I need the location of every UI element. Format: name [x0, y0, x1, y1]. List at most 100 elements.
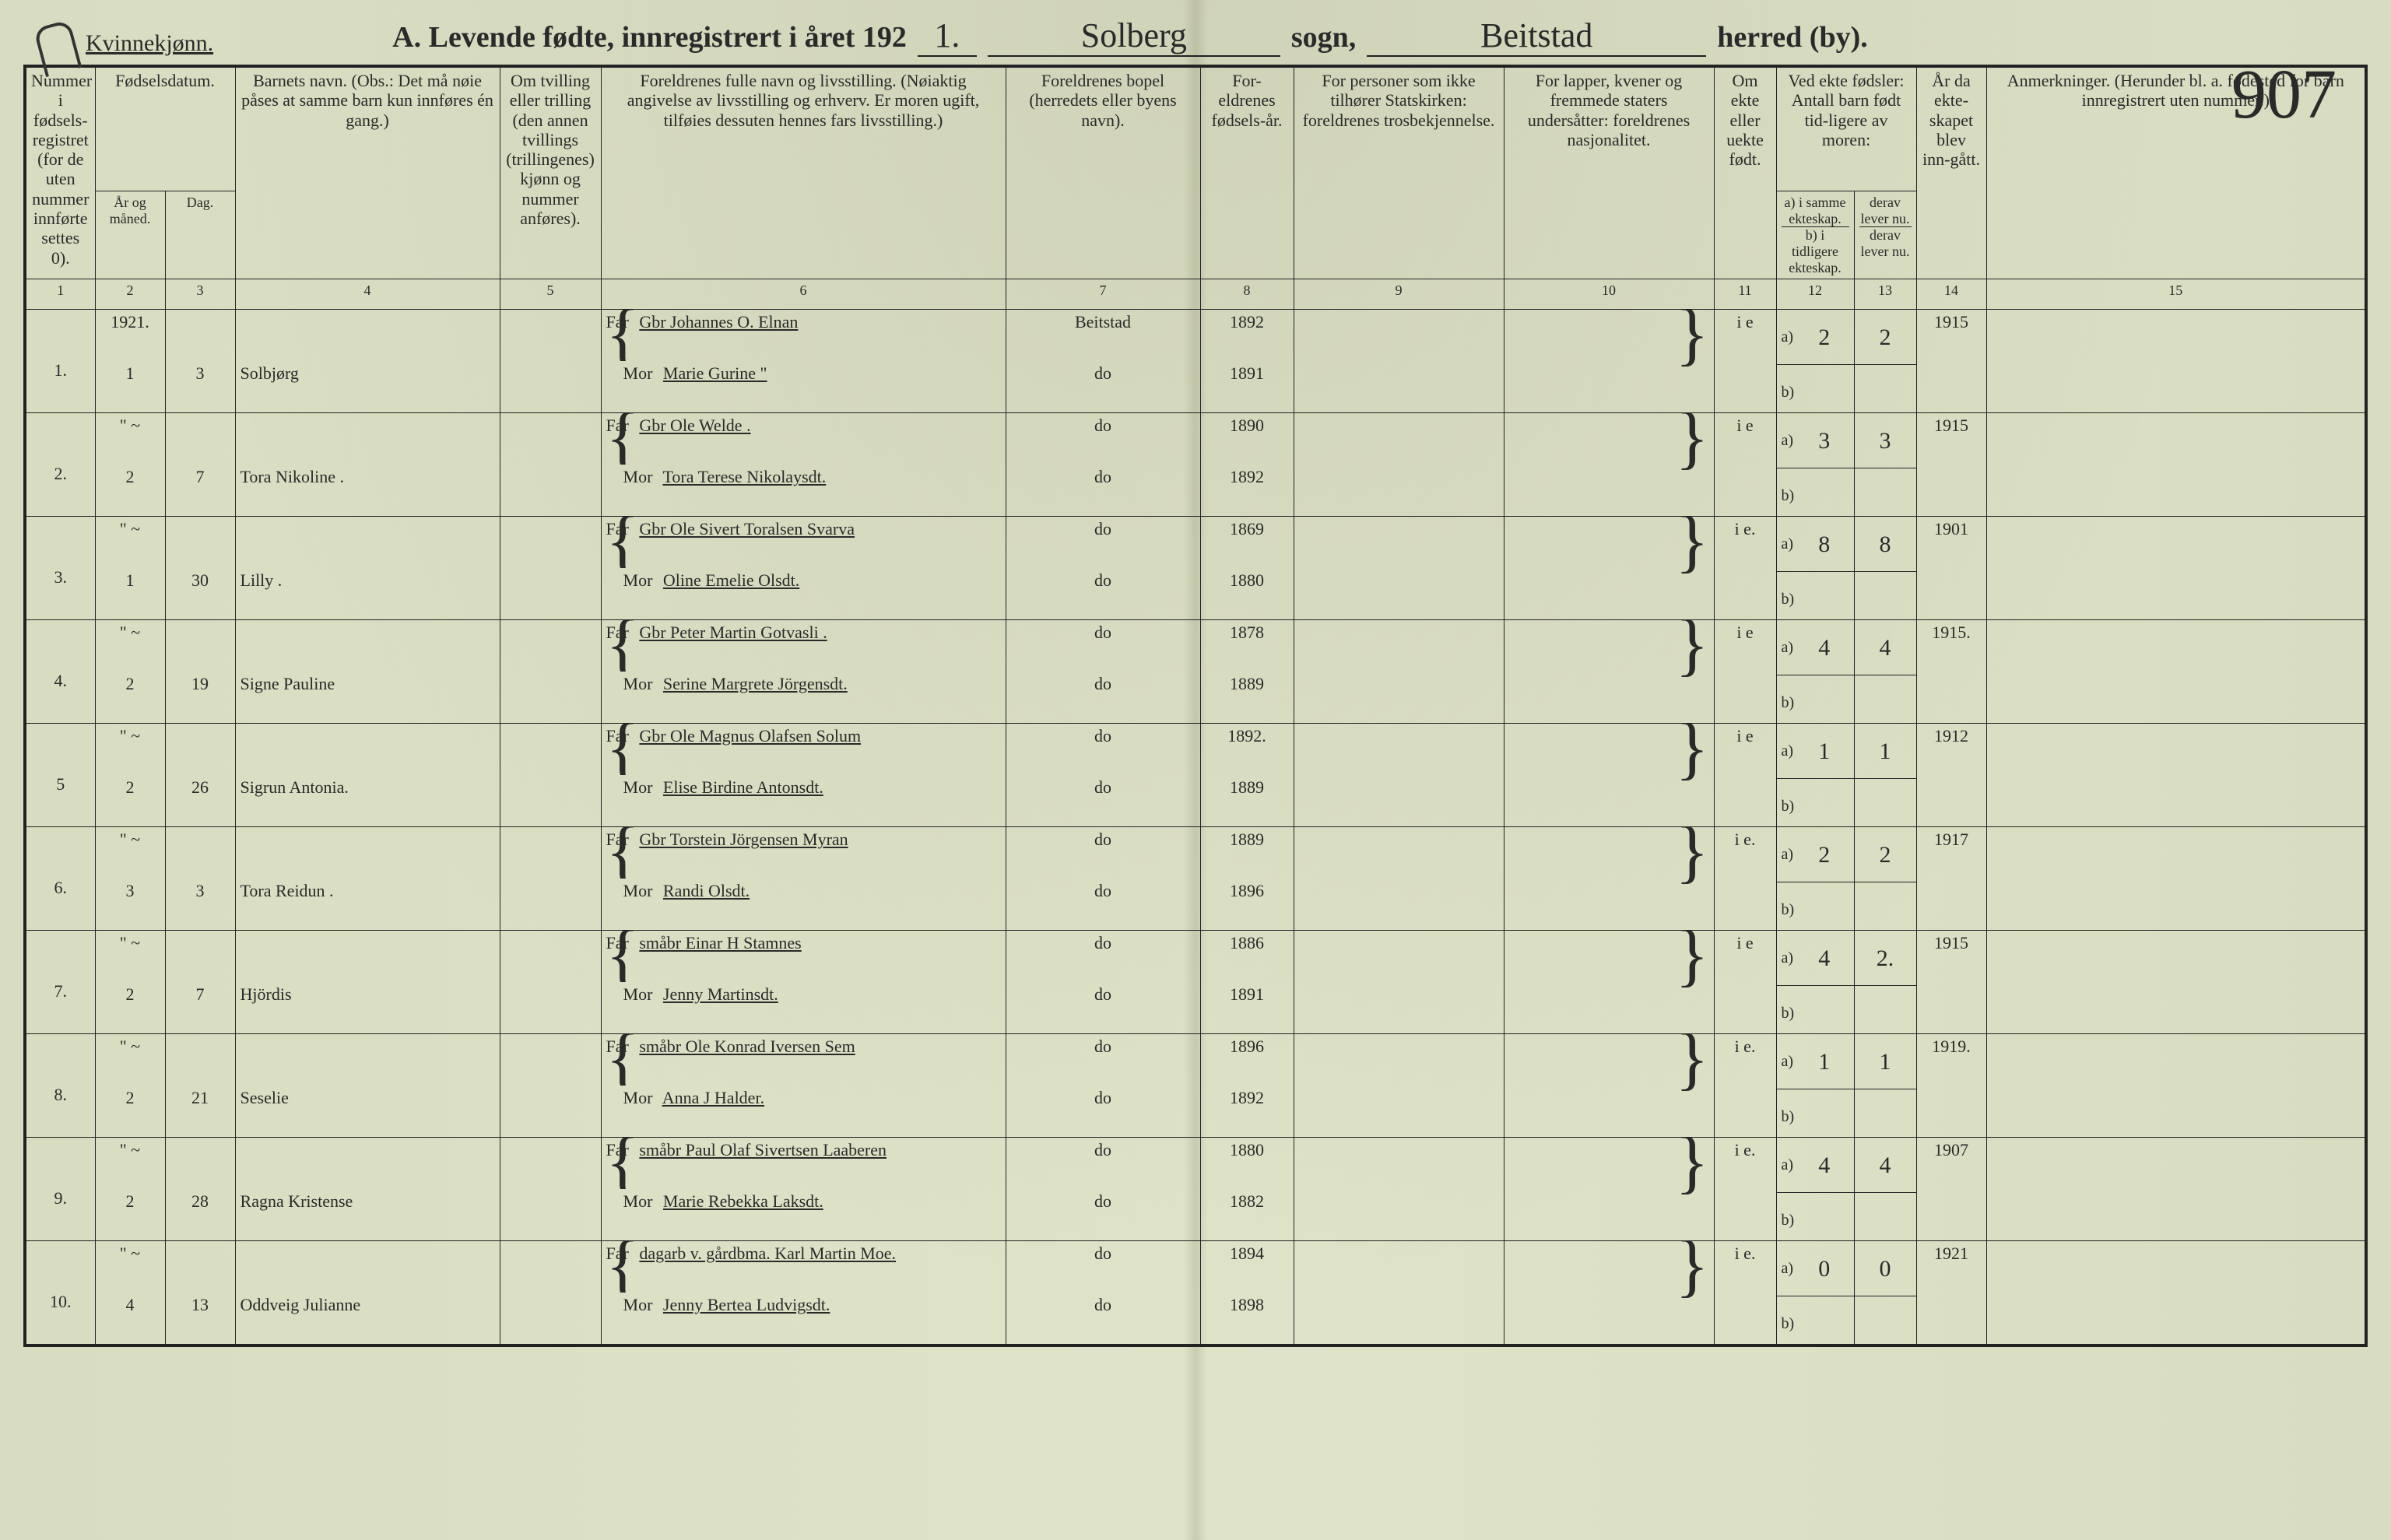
cell: 3	[165, 361, 235, 413]
cell: 1921	[1916, 1241, 1986, 1346]
cell: }	[1504, 1034, 1714, 1138]
cell: }	[1504, 413, 1714, 517]
col-fd: Fødselsdatum.	[95, 66, 235, 191]
col-10: For lapper, kvener og fremmede staters u…	[1504, 66, 1714, 279]
cell	[1986, 620, 2366, 724]
cell: a)0b)	[1776, 1241, 1854, 1346]
sogn-fill: Solberg	[988, 16, 1280, 57]
cell: Mor Jenny Martinsdt.	[601, 982, 1006, 1034]
cell: 7	[165, 465, 235, 517]
cell: 1	[1854, 1034, 1916, 1138]
sogn-label: sogn,	[1291, 20, 1356, 54]
cell	[1986, 517, 2366, 620]
cell	[1986, 1241, 2366, 1346]
cell: 3	[165, 879, 235, 931]
table-row: 4." ~{Far Gbr Peter Martin Gotvasli .do1…	[25, 620, 2366, 672]
cell: a)3b)	[1776, 413, 1854, 517]
cell: Signe Pauline	[235, 672, 500, 724]
cell: 8.	[25, 1034, 95, 1138]
cell: 2	[95, 672, 165, 724]
table-head: Nummer i fødsels-registret (for de uten …	[25, 66, 2366, 310]
cell: }	[1504, 310, 1714, 413]
cell: " ~	[95, 1138, 165, 1190]
cell: do	[1006, 361, 1200, 413]
cell: 1889	[1200, 775, 1294, 827]
cell	[235, 1034, 500, 1086]
cell: Mor Serine Margrete Jörgensdt.	[601, 672, 1006, 724]
cell	[1294, 413, 1504, 517]
cell: 1890	[1200, 413, 1294, 465]
cell	[235, 1241, 500, 1293]
cell: 1886	[1200, 931, 1294, 983]
cell: {Far småbr Ole Konrad Iversen Sem	[601, 1034, 1006, 1086]
cell: 1889	[1200, 672, 1294, 724]
cell	[1294, 1138, 1504, 1241]
cell	[235, 827, 500, 879]
cell: 1915	[1916, 931, 1986, 1034]
col-12a: a) i samme ekteskap. b) i tidligere ekte…	[1776, 191, 1854, 279]
cell: 1892	[1200, 465, 1294, 517]
hn-13: 13	[1854, 279, 1916, 310]
cell: {Far Gbr Ole Sivert Toralsen Svarva	[601, 517, 1006, 569]
cell: do	[1006, 931, 1200, 983]
hn-2: 2	[95, 279, 165, 310]
hn-7: 7	[1006, 279, 1200, 310]
cell	[1986, 413, 2366, 517]
cell	[235, 413, 500, 465]
cell: 30	[165, 568, 235, 620]
cell	[165, 413, 235, 465]
cell	[1294, 517, 1504, 620]
hn-3: 3	[165, 279, 235, 310]
cell: 2	[95, 1086, 165, 1138]
cell: i e.	[1714, 827, 1776, 931]
cell: 1896	[1200, 879, 1294, 931]
cell: 1869	[1200, 517, 1294, 569]
cell: i e.	[1714, 1241, 1776, 1346]
cell: " ~	[95, 1034, 165, 1086]
cell	[500, 931, 601, 1034]
cell: 26	[165, 775, 235, 827]
cell	[1986, 827, 2366, 931]
cell	[165, 827, 235, 879]
cell: 1915.	[1916, 620, 1986, 724]
gender-label: Kvinnekjønn.	[86, 30, 213, 57]
col-13: År da ekte-skapet blev inn-gått.	[1916, 66, 1986, 279]
hn-5: 5	[500, 279, 601, 310]
cell	[235, 517, 500, 569]
cell: Mor Marie Rebekka Laksdt.	[601, 1189, 1006, 1241]
cell: 1880	[1200, 568, 1294, 620]
cell: }	[1504, 931, 1714, 1034]
cell: do	[1006, 1189, 1200, 1241]
cell	[235, 620, 500, 672]
cell: 1894	[1200, 1241, 1294, 1293]
table-row: 9." ~{Far småbr Paul Olaf Sivertsen Laab…	[25, 1138, 2366, 1190]
cell	[1294, 1241, 1504, 1346]
cell: do	[1006, 517, 1200, 569]
cell: }	[1504, 517, 1714, 620]
cell: 9.	[25, 1138, 95, 1241]
cell: 10.	[25, 1241, 95, 1346]
cell: Mor Elise Birdine Antonsdt.	[601, 775, 1006, 827]
cell: 1912	[1916, 724, 1986, 827]
cell	[500, 1034, 601, 1138]
col-7: Foreldrenes bopel (herredets eller byens…	[1006, 66, 1200, 279]
cell: i e.	[1714, 517, 1776, 620]
cell: }	[1504, 1138, 1714, 1241]
cell: 1889	[1200, 827, 1294, 879]
cell	[1294, 827, 1504, 931]
cell: i e.	[1714, 1138, 1776, 1241]
table-row: 7." ~{Far småbr Einar H Stamnesdo1886}i …	[25, 931, 2366, 983]
hn-15: 15	[1986, 279, 2366, 310]
cell: Sigrun Antonia.	[235, 775, 500, 827]
cell: {Far småbr Einar H Stamnes	[601, 931, 1006, 983]
cell: " ~	[95, 931, 165, 983]
table-row: 10." ~{Far dagarb v. gårdbma. Karl Marti…	[25, 1241, 2366, 1293]
c12b-b: derav lever nu.	[1859, 226, 1912, 259]
col-12-top: Ved ekte fødsler: Antall barn født tid-l…	[1776, 66, 1916, 191]
cell	[500, 620, 601, 724]
cell: i e	[1714, 931, 1776, 1034]
cell: 21	[165, 1086, 235, 1138]
col-3: Dag.	[165, 191, 235, 279]
cell: a)2b)	[1776, 310, 1854, 413]
cell: 1892	[1200, 310, 1294, 362]
